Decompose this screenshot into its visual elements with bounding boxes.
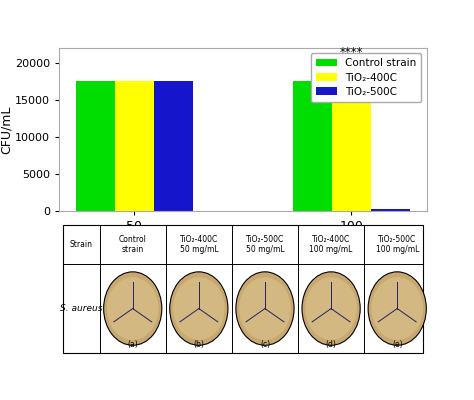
Ellipse shape — [107, 277, 158, 340]
Text: Control
strain: Control strain — [119, 235, 146, 254]
Ellipse shape — [368, 272, 426, 345]
Y-axis label: CFU/mL: CFU/mL — [0, 105, 12, 154]
Legend: Control strain, TiO₂-400C, TiO₂-500C: Control strain, TiO₂-400C, TiO₂-500C — [310, 53, 421, 102]
Ellipse shape — [305, 277, 357, 340]
Text: TiO₂-400C
100 mg/mL: TiO₂-400C 100 mg/mL — [310, 235, 353, 254]
Bar — [76, 81, 115, 211]
Bar — [371, 209, 410, 211]
Text: (b): (b) — [193, 340, 204, 349]
Text: ****: **** — [359, 55, 383, 68]
Text: Strain: Strain — [70, 240, 93, 249]
Text: ****: **** — [339, 46, 363, 59]
Text: (d): (d) — [326, 340, 337, 349]
Bar — [332, 81, 371, 211]
Bar — [115, 81, 154, 211]
Ellipse shape — [372, 277, 423, 340]
Ellipse shape — [170, 272, 228, 345]
Text: TiO₂-500C
100 mg/mL: TiO₂-500C 100 mg/mL — [375, 235, 419, 254]
Ellipse shape — [173, 277, 225, 340]
Text: (a): (a) — [128, 340, 138, 349]
X-axis label: Concentration (mg/mL): Concentration (mg/mL) — [162, 238, 324, 252]
Text: TiO₂-400C
50 mg/mL: TiO₂-400C 50 mg/mL — [180, 235, 218, 254]
Ellipse shape — [104, 272, 162, 345]
Bar — [154, 81, 193, 211]
Ellipse shape — [239, 277, 291, 340]
Text: S. aureus: S. aureus — [60, 304, 102, 313]
Text: (e): (e) — [392, 340, 402, 349]
Text: TiO₂-500C
50 mg/mL: TiO₂-500C 50 mg/mL — [246, 235, 284, 254]
Ellipse shape — [236, 272, 294, 345]
Bar — [293, 81, 332, 211]
Ellipse shape — [302, 272, 360, 345]
Text: (c): (c) — [260, 340, 270, 349]
